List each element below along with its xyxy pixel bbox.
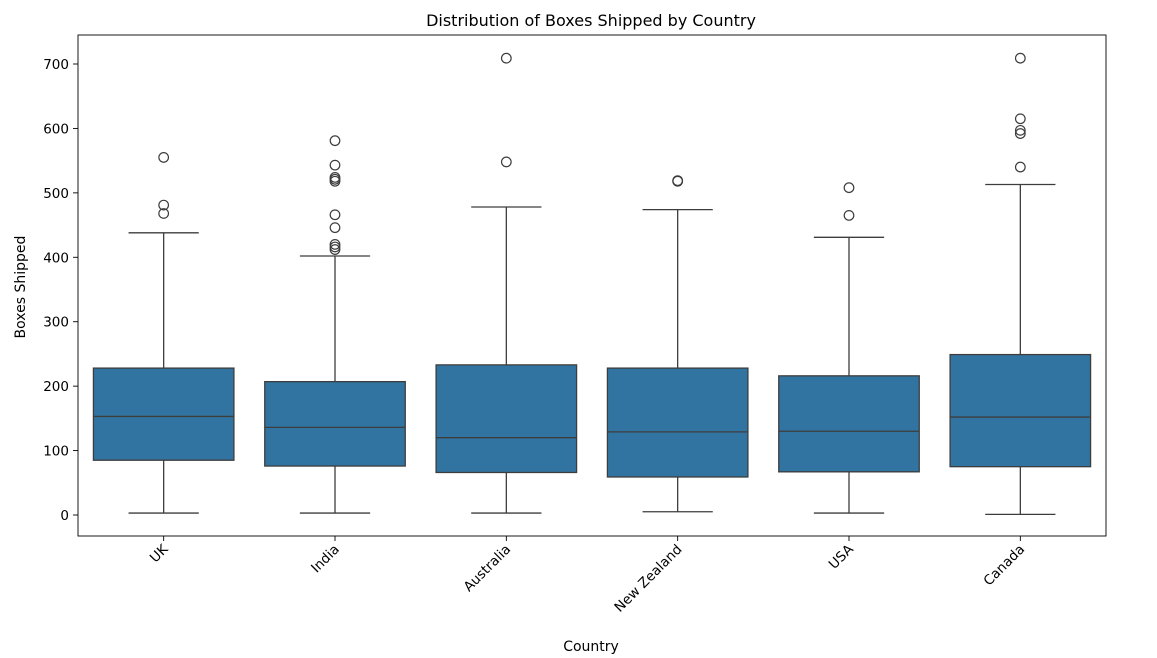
x-axis-label: Country — [563, 639, 619, 655]
box-group — [92, 152, 235, 514]
y-axis: 0 100 200 300 400 500 600 700 — [43, 57, 78, 524]
outlier-point — [158, 152, 170, 163]
outlier-point — [329, 238, 341, 250]
outlier-point — [329, 171, 341, 183]
outlier-point — [329, 209, 341, 221]
y-tick-label: 400 — [43, 250, 69, 266]
outlier-point — [1014, 124, 1026, 136]
outlier-point — [158, 208, 170, 219]
outlier-point — [1014, 113, 1026, 125]
iqr-box — [949, 353, 1092, 468]
outlier-point — [843, 182, 855, 194]
y-tick-label: 0 — [60, 508, 69, 524]
outlier-point — [672, 175, 684, 187]
y-tick-label: 500 — [43, 186, 69, 202]
iqr-box — [264, 380, 406, 467]
iqr-box — [606, 367, 749, 478]
x-tick-label: UK — [147, 541, 172, 566]
outlier-point — [158, 199, 170, 211]
y-tick-label: 300 — [43, 315, 69, 331]
box-group — [606, 175, 749, 513]
boxes-layer — [92, 52, 1092, 516]
iqr-box — [778, 375, 920, 473]
plot-area-frame — [77, 34, 1107, 537]
x-axis: UK India Australia New Zealand USA Canada — [147, 536, 1028, 616]
y-tick-label: 700 — [43, 57, 69, 73]
outlier-point — [1014, 52, 1026, 64]
x-tick-label: New Zealand — [611, 542, 685, 616]
outlier-point — [500, 156, 512, 168]
y-tick-label: 200 — [43, 379, 69, 395]
outlier-point — [329, 222, 341, 234]
x-tick-label: USA — [826, 541, 858, 573]
x-tick-label: Canada — [981, 542, 1029, 590]
box-group — [778, 182, 920, 514]
chart-title: Distribution of Boxes Shipped by Country — [426, 11, 756, 30]
y-axis-label: Boxes Shipped — [13, 236, 29, 339]
y-tick-label: 600 — [43, 121, 69, 137]
outlier-point — [1014, 128, 1026, 139]
box-group — [264, 135, 406, 514]
iqr-box — [435, 364, 578, 474]
outlier-point — [329, 159, 341, 171]
outlier-point — [1014, 161, 1026, 173]
box-group — [435, 52, 578, 514]
iqr-box — [92, 367, 235, 461]
x-tick-label: Australia — [461, 542, 515, 596]
outlier-point — [500, 52, 512, 64]
outlier-point — [329, 244, 341, 255]
outlier-point — [843, 210, 855, 221]
x-tick-label: India — [308, 542, 343, 577]
box-group — [949, 52, 1092, 516]
outlier-point — [329, 135, 341, 147]
outlier-point — [329, 241, 341, 253]
y-tick-label: 100 — [43, 444, 69, 460]
